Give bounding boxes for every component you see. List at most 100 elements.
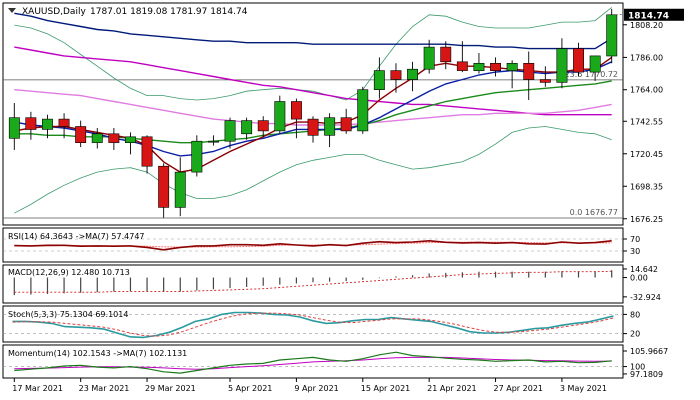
- candle-body: [75, 126, 87, 144]
- bollinger-upper-line: [14, 7, 612, 101]
- candle-body: [158, 165, 170, 208]
- date-tick-label: 3 May 2021: [560, 384, 607, 393]
- rsi-panel-frame: [2, 227, 624, 263]
- candle-body: [373, 70, 385, 90]
- candle-body: [274, 101, 286, 132]
- price-panel-frame: [2, 2, 624, 226]
- candle-body: [25, 117, 37, 130]
- date-tick-label: 5 Apr 2021: [228, 384, 272, 393]
- stochastic-panel-frame: [2, 305, 624, 343]
- price-tick-label: 1764.00: [630, 86, 663, 95]
- date-tick-label: 29 Mar 2021: [145, 384, 196, 393]
- rsi-label: RSI(14) 64.3643 ->MA(7) 57.4747: [8, 232, 145, 241]
- candle-body: [390, 70, 402, 80]
- candle-body: [523, 62, 535, 80]
- candle-body: [290, 101, 302, 120]
- macd-tick-label: 0.00: [630, 274, 648, 283]
- date-tick-label: 15 Apr 2021: [361, 384, 410, 393]
- momentum-tick-label: 100: [630, 363, 645, 372]
- chart-title: XAUUSD,Daily: [22, 7, 86, 17]
- rsi-tick-label: 70: [630, 235, 640, 244]
- macd-panel-frame: [2, 264, 624, 304]
- macd-label: MACD(12,26,9) 12.480 10.713: [8, 268, 130, 277]
- candle-body: [589, 55, 601, 73]
- candle-body: [108, 133, 120, 143]
- candle-body: [490, 62, 501, 71]
- candle-body: [257, 120, 269, 132]
- candle-body: [208, 140, 219, 143]
- candle-body: [58, 118, 70, 127]
- price-tick-label: 1808.20: [630, 21, 663, 30]
- candle-body: [41, 118, 53, 130]
- ma-magenta-line: [14, 46, 612, 116]
- candle-body: [407, 68, 418, 80]
- candles: [8, 8, 618, 218]
- last-price-label: 1814.74: [628, 11, 669, 21]
- macd-tick-label: 14.642: [630, 265, 658, 274]
- collapse-triangle-icon[interactable]: [8, 8, 16, 13]
- candle-body: [556, 48, 568, 83]
- last-price-box: [624, 8, 684, 21]
- stochastic-tick-label: 80: [630, 310, 640, 319]
- momentum-tick-label: 97.1809: [630, 370, 663, 379]
- stochastic-label: Stoch(5,3,3) 75.1304 69.1014: [8, 310, 128, 319]
- date-tick-label: 23 Mar 2021: [79, 384, 130, 393]
- candle-body: [440, 46, 452, 63]
- macd-series: [13, 270, 613, 296]
- price-panel: 23.6 1770.72 0.0 1676.77 XAUUSD,Daily 178…: [2, 2, 684, 226]
- candle-body: [8, 117, 20, 139]
- candle-body: [473, 62, 485, 71]
- candle-body: [506, 62, 518, 71]
- fib-level-label: 0.0 1676.77: [570, 208, 618, 217]
- rsi-lines: [3, 238, 623, 252]
- candle-body: [191, 140, 203, 173]
- candle-body: [357, 89, 369, 132]
- candle-body: [340, 117, 352, 132]
- date-tick-label: 21 Apr 2021: [427, 384, 476, 393]
- price-tick-label: 1742.55: [630, 117, 663, 126]
- candle-body: [573, 48, 585, 73]
- candle-body: [324, 117, 336, 136]
- rsi-tick-label: 30: [630, 247, 640, 256]
- date-tick-label: 9 Apr 2021: [294, 384, 338, 393]
- ma-navy-line: [14, 12, 613, 50]
- price-tick-label: 1698.35: [630, 182, 663, 191]
- price-tick-label: 1786.00: [630, 53, 663, 62]
- momentum-panel-frame: [2, 344, 624, 379]
- date-tick-label: 17 Mar 2021: [12, 384, 63, 393]
- momentum-panel: Momentum(14) 102.1543 ->MA(7) 102.1131 1…: [2, 344, 668, 379]
- fib-level-label: 23.6 1770.72: [565, 70, 618, 79]
- price-tick-label: 1720.45: [630, 150, 663, 159]
- momentum-label: Momentum(14) 102.1543 ->MA(7) 102.1131: [8, 349, 187, 358]
- ohlc-header: 1787.01 1819.08 1781.97 1814.74: [90, 7, 248, 17]
- momentum-lines: [3, 351, 623, 374]
- date-axis: 17 Mar 2021 23 Mar 2021 29 Mar 2021 5 Apr 2…: [12, 378, 607, 393]
- candle-body: [456, 61, 468, 71]
- candle-body: [224, 120, 236, 142]
- candle-body: [174, 171, 186, 208]
- stochastic-tick-label: 20: [630, 330, 640, 339]
- bollinger-lower-line: [14, 126, 612, 214]
- candle-body: [125, 136, 136, 144]
- candle-body: [307, 118, 319, 136]
- price-axis: 1808.20 1786.00 1764.00 1742.55 1720.45 1698.…: [611, 8, 684, 224]
- candle-body: [606, 14, 618, 57]
- stochastic-lines: [3, 311, 623, 339]
- momentum-tick-label: 105.9667: [630, 347, 668, 356]
- stochastic-d-line: [12, 312, 614, 337]
- candle-body: [91, 133, 103, 143]
- stochastic-axis: 80 20: [623, 310, 640, 339]
- candle-body: [141, 136, 153, 167]
- stochastic-panel: Stoch(5,3,3) 75.1304 69.1014 80 20: [2, 305, 640, 343]
- candle-body: [539, 79, 551, 83]
- fib-levels: 23.6 1770.72 0.0 1676.77: [3, 70, 623, 219]
- date-tick-label: 27 Apr 2021: [494, 384, 543, 393]
- rsi-line: [14, 239, 612, 251]
- candle-body: [423, 46, 435, 70]
- macd-tick-label: -32.924: [630, 293, 661, 302]
